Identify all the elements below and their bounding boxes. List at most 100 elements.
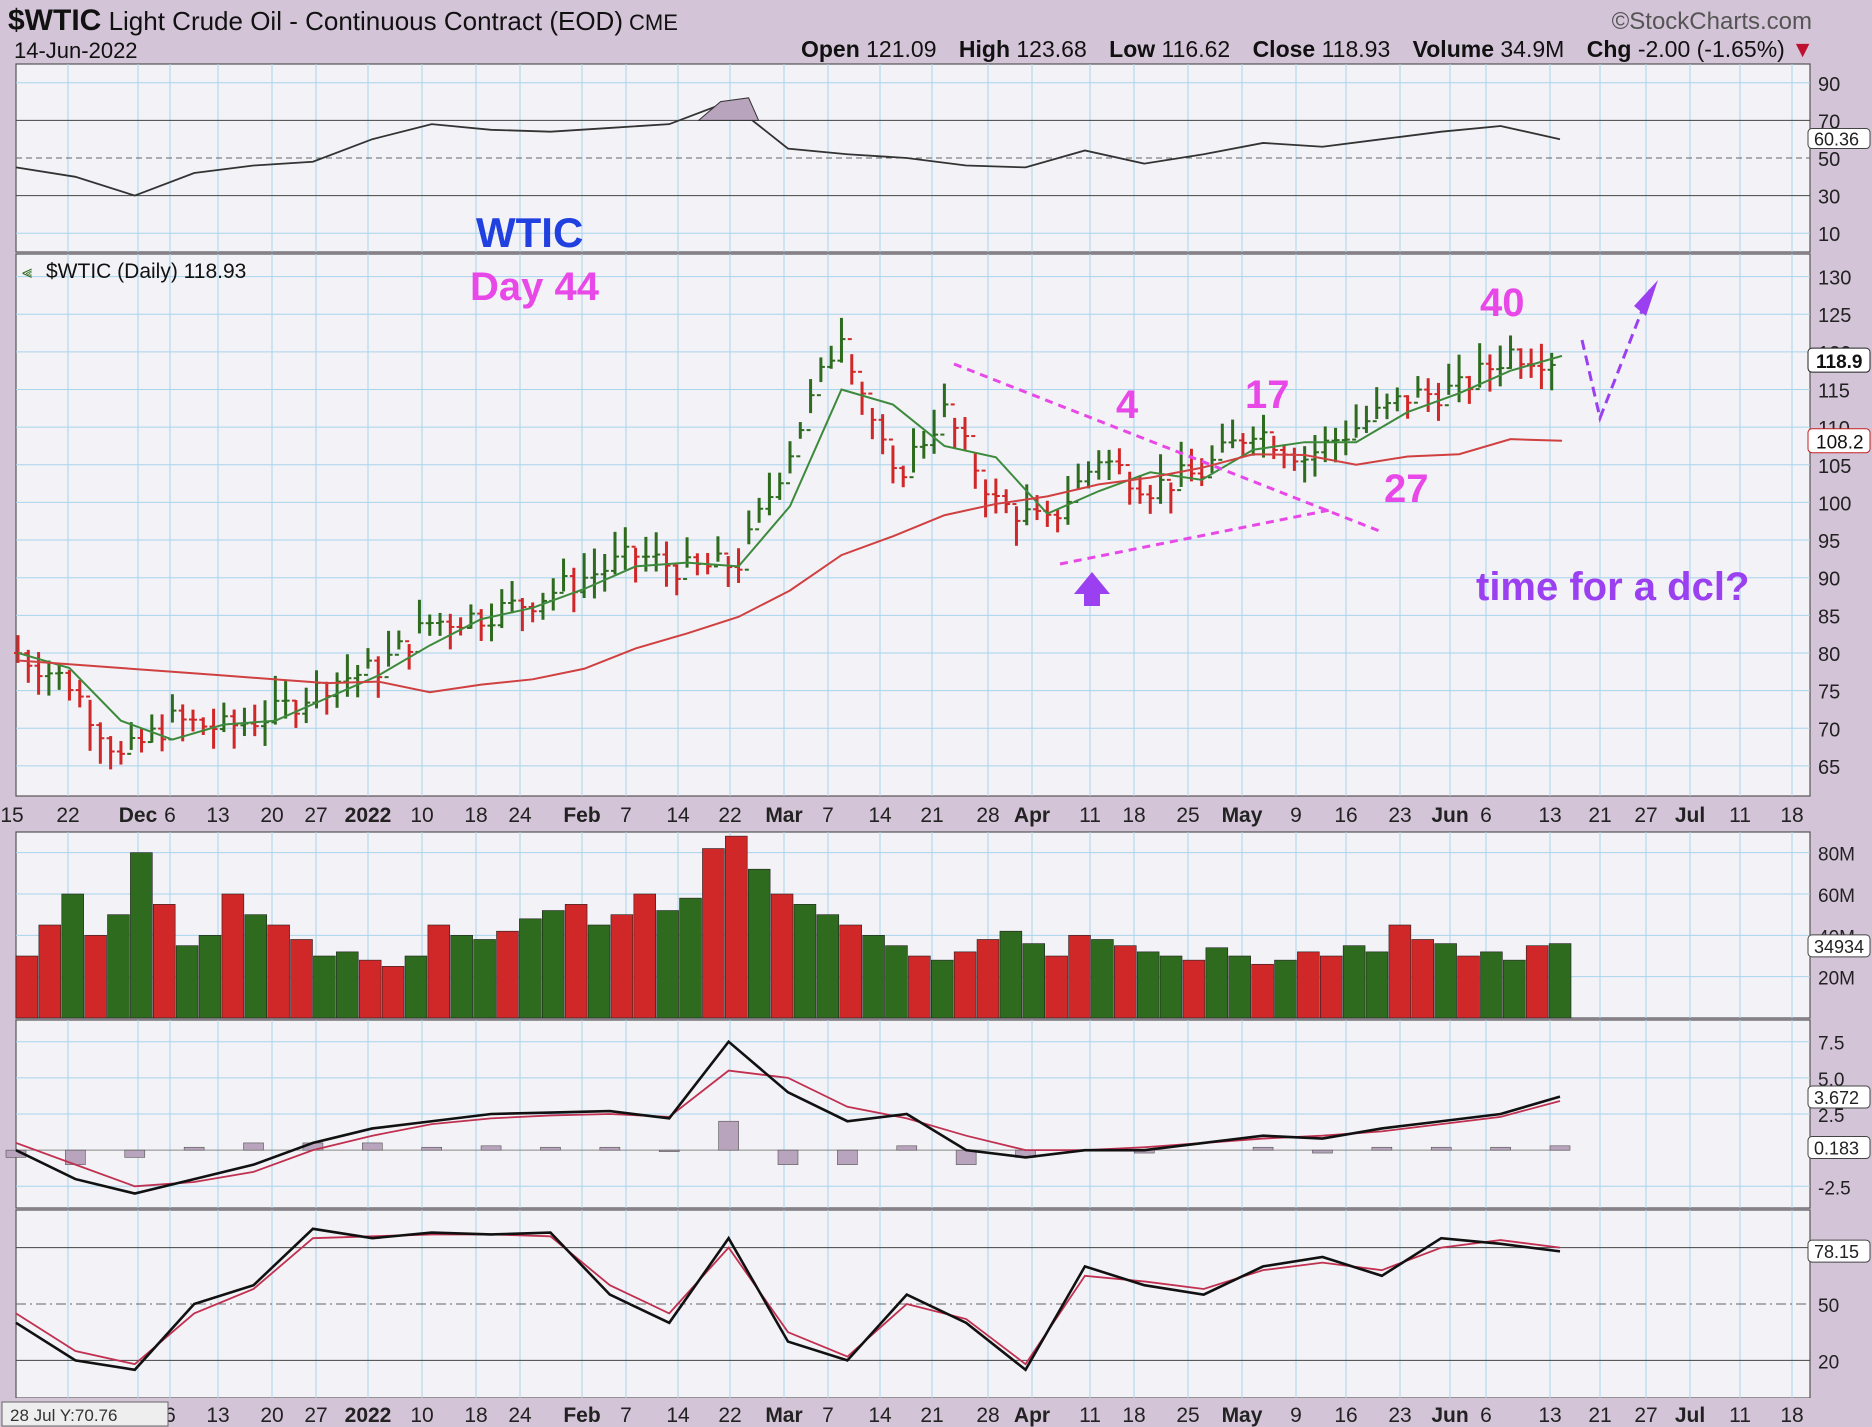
open-label: Open — [800, 36, 860, 62]
ma-short-line — [17, 354, 1563, 741]
macd-histogram-bar — [777, 1149, 799, 1165]
symbol: $WTIC — [8, 4, 102, 37]
x-tick-label: 25 — [1176, 804, 1199, 827]
stoch-tick-label: 20 — [1818, 1352, 1839, 1373]
x-tick-label: May — [1222, 804, 1263, 827]
stoch-k-line — [15, 1227, 1561, 1372]
rsi-value-box — [1807, 128, 1871, 150]
price-tick-label: 80 — [1818, 644, 1840, 666]
x-tick-label: Apr — [1014, 1404, 1050, 1427]
x-tick-label: 22 — [718, 804, 741, 827]
volume-bar — [930, 959, 954, 1019]
volume-bar — [1228, 955, 1251, 1019]
volume-bar — [267, 924, 290, 1019]
rsi-overbought-fill — [697, 97, 760, 121]
volume-bar — [679, 897, 702, 1019]
volume-bar — [1548, 943, 1572, 1019]
x-tick-label: 11 — [1729, 804, 1751, 827]
price-tick-label: 95 — [1818, 531, 1840, 553]
volume-bar — [1182, 959, 1206, 1019]
volume-bar — [1045, 955, 1068, 1019]
ohlc-readout: Open 121.09 High 123.68 Low 116.62 Close… — [785, 36, 1814, 63]
volume-bar — [473, 939, 496, 1019]
volume-bar — [656, 910, 679, 1019]
x-tick-label: 9 — [1290, 804, 1302, 827]
x-tick-label: 13 — [206, 1404, 229, 1427]
cursor-readout: 28 Jul Y:70.76 — [10, 1406, 117, 1425]
price-tick-label: 65 — [1818, 757, 1840, 779]
price-tick-label: 85 — [1818, 606, 1840, 628]
x-tick-label: Jun — [1431, 1404, 1468, 1427]
x-tick-label: 14 — [868, 1404, 892, 1427]
macd-histogram-bar — [896, 1145, 918, 1151]
macd-histogram-bar — [124, 1149, 146, 1158]
x-tick-label: Apr — [1014, 804, 1050, 827]
x-tick-label: 18 — [464, 1404, 487, 1427]
chg-arrow-icon: ▼ — [1791, 36, 1814, 62]
x-tick-label: 14 — [666, 1404, 690, 1427]
x-tick-label: 6 — [164, 1404, 176, 1427]
macd-histogram-bar — [658, 1149, 680, 1152]
projection-line — [1580, 289, 1652, 424]
price-tick-label: 90 — [1818, 569, 1840, 591]
volume-bar — [61, 893, 84, 1019]
macd-histogram-bar — [243, 1142, 264, 1151]
x-tick-label: 13 — [206, 804, 229, 827]
volume-bar — [1525, 945, 1549, 1019]
x-tick-label: 13 — [1538, 1404, 1561, 1427]
low-value: 116.62 — [1161, 36, 1231, 62]
annotation-40: 40 — [1480, 281, 1525, 325]
stoch-value-box — [1807, 1239, 1871, 1263]
macd-histogram-bar — [1549, 1145, 1571, 1151]
volume-bar — [427, 924, 451, 1019]
low-label: Low — [1109, 36, 1156, 62]
volume-bar — [1297, 951, 1320, 1019]
volume-bar — [130, 852, 153, 1019]
x-tick-label: 25 — [1176, 1404, 1199, 1427]
volume-bar — [610, 914, 634, 1019]
volume-bar — [1091, 939, 1114, 1019]
volume-bar — [1114, 945, 1137, 1019]
x-tick-label: 24 — [508, 1404, 532, 1427]
macd-histogram-bar — [480, 1145, 502, 1151]
open-value: 121.09 — [866, 36, 937, 62]
volume-bar — [770, 893, 794, 1019]
volume-bar — [152, 904, 176, 1019]
volume-bar — [1159, 955, 1183, 1019]
volume-bar — [1022, 943, 1046, 1019]
x-tick-label: 6 — [1480, 1404, 1492, 1427]
x-tick-label: 10 — [410, 1404, 433, 1427]
cursor-readout-box — [1, 1401, 169, 1427]
volume-bar — [702, 848, 725, 1019]
volume-bar — [1457, 955, 1480, 1019]
macd-histogram-bar — [183, 1146, 205, 1151]
annotation-question: time for a dcl? — [1476, 565, 1749, 609]
volume-bar — [908, 955, 931, 1019]
volume-tick-label: 60M — [1818, 886, 1855, 907]
price-value-box — [1807, 428, 1871, 454]
chart-title: $WTIC Light Crude Oil - Continuous Contr… — [8, 4, 678, 38]
x-tick-label: 11 — [1079, 1404, 1101, 1427]
annotation-day: Day 44 — [470, 265, 600, 309]
x-tick-label: 21 — [920, 1404, 943, 1427]
macd-tick-label: 2.5 — [1818, 1106, 1844, 1127]
x-tick-label: 23 — [1388, 804, 1411, 827]
chart-date: 14-Jun-2022 — [14, 38, 138, 63]
annotation-4: 4 — [1116, 383, 1139, 427]
volume-bar — [976, 939, 1000, 1019]
x-tick-label: 22 — [718, 1404, 741, 1427]
rsi-tick-label: 70 — [1818, 111, 1840, 133]
volume-bar — [519, 918, 542, 1019]
x-tick-label: 18 — [1122, 804, 1145, 827]
instrument-name: Light Crude Oil - Continuous Contract (E… — [108, 6, 623, 36]
x-tick-label: Feb — [563, 804, 600, 827]
volume-bar — [244, 914, 268, 1019]
x-tick-label: 15 — [0, 804, 23, 827]
x-tick-label: 23 — [1388, 1404, 1411, 1427]
brand[interactable]: ©StockCharts.com — [1611, 8, 1812, 35]
x-tick-label: 7 — [620, 1404, 632, 1427]
x-tick-label: 27 — [304, 1404, 327, 1427]
ma-long-line — [17, 438, 1563, 694]
volume-bar — [38, 924, 62, 1019]
